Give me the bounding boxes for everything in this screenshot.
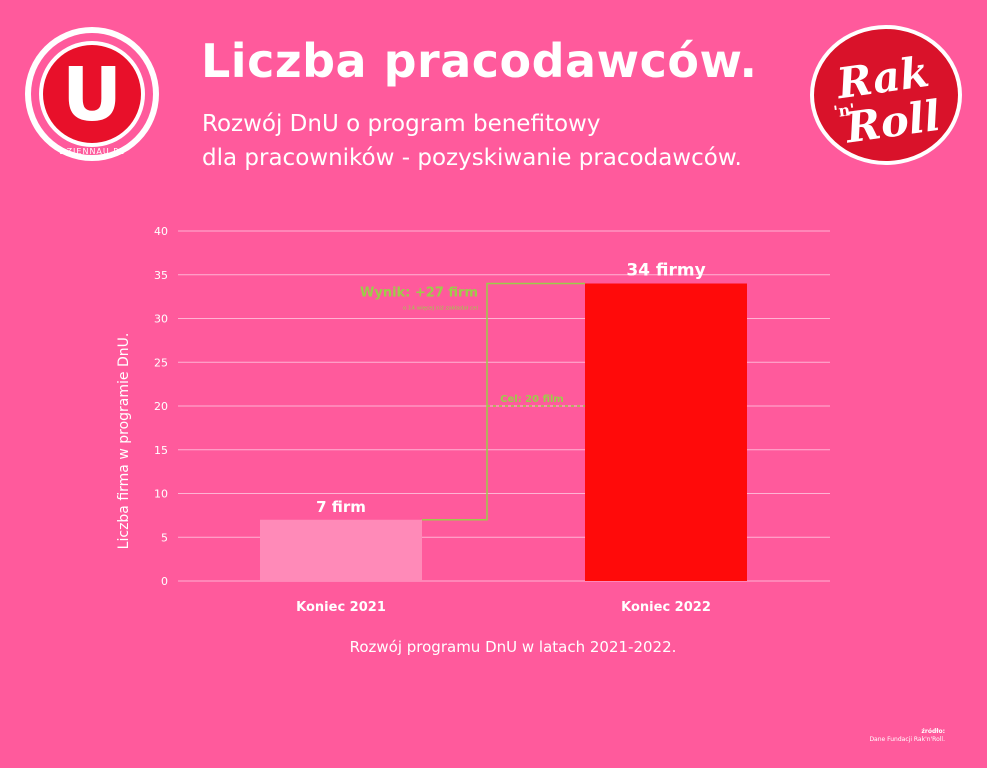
y-tick-label: 10 bbox=[154, 488, 168, 501]
bar-koniec-2022 bbox=[585, 283, 747, 581]
dziennau-logo-ring-text: DZIENNAU.PL bbox=[59, 147, 124, 156]
dziennau-logo: U DZIENNAU.PL bbox=[25, 27, 159, 161]
data-label: 34 firmy bbox=[626, 261, 705, 281]
dziennau-logo-letter: U bbox=[62, 52, 122, 138]
y-tick-label: 40 bbox=[154, 225, 168, 238]
page-subtitle: Rozwój DnU o program benefitowy dla prac… bbox=[202, 111, 742, 171]
result-label: Wynik: +27 firm bbox=[360, 286, 478, 301]
x-tick-label: Koniec 2022 bbox=[621, 600, 711, 615]
source-text: Dane Fundacji Rak'n'Roll. bbox=[869, 736, 945, 743]
bar-koniec-2021 bbox=[260, 519, 422, 581]
source-label: źródło: bbox=[921, 728, 945, 735]
y-tick-label: 5 bbox=[161, 531, 168, 544]
y-tick-label: 25 bbox=[154, 356, 168, 369]
y-tick-label: 30 bbox=[154, 313, 168, 326]
y-axis-label: Liczba firma w programie DnU. bbox=[116, 333, 132, 550]
raknroll-logo-word2: 'n' bbox=[832, 100, 856, 122]
result-connector-line bbox=[422, 282, 585, 521]
y-tick-label: 35 bbox=[154, 269, 168, 282]
x-tick-label: Koniec 2021 bbox=[296, 600, 386, 615]
data-label: 7 firm bbox=[316, 498, 366, 516]
page-title: Liczba pracodawców. bbox=[201, 34, 758, 88]
result-note: o 14 więcej niż zakładał cel bbox=[403, 306, 479, 312]
goal-label: Cel: 20 film bbox=[500, 394, 564, 405]
y-tick-label: 15 bbox=[154, 444, 168, 457]
raknroll-logo: Rak 'n' Roll bbox=[810, 25, 962, 165]
y-tick-label: 0 bbox=[161, 575, 168, 588]
x-axis-label: Rozwój programu DnU w latach 2021-2022. bbox=[350, 638, 677, 656]
y-tick-label: 20 bbox=[154, 400, 168, 413]
source-note: źródło: Dane Fundacji Rak'n'Roll. bbox=[869, 728, 945, 744]
